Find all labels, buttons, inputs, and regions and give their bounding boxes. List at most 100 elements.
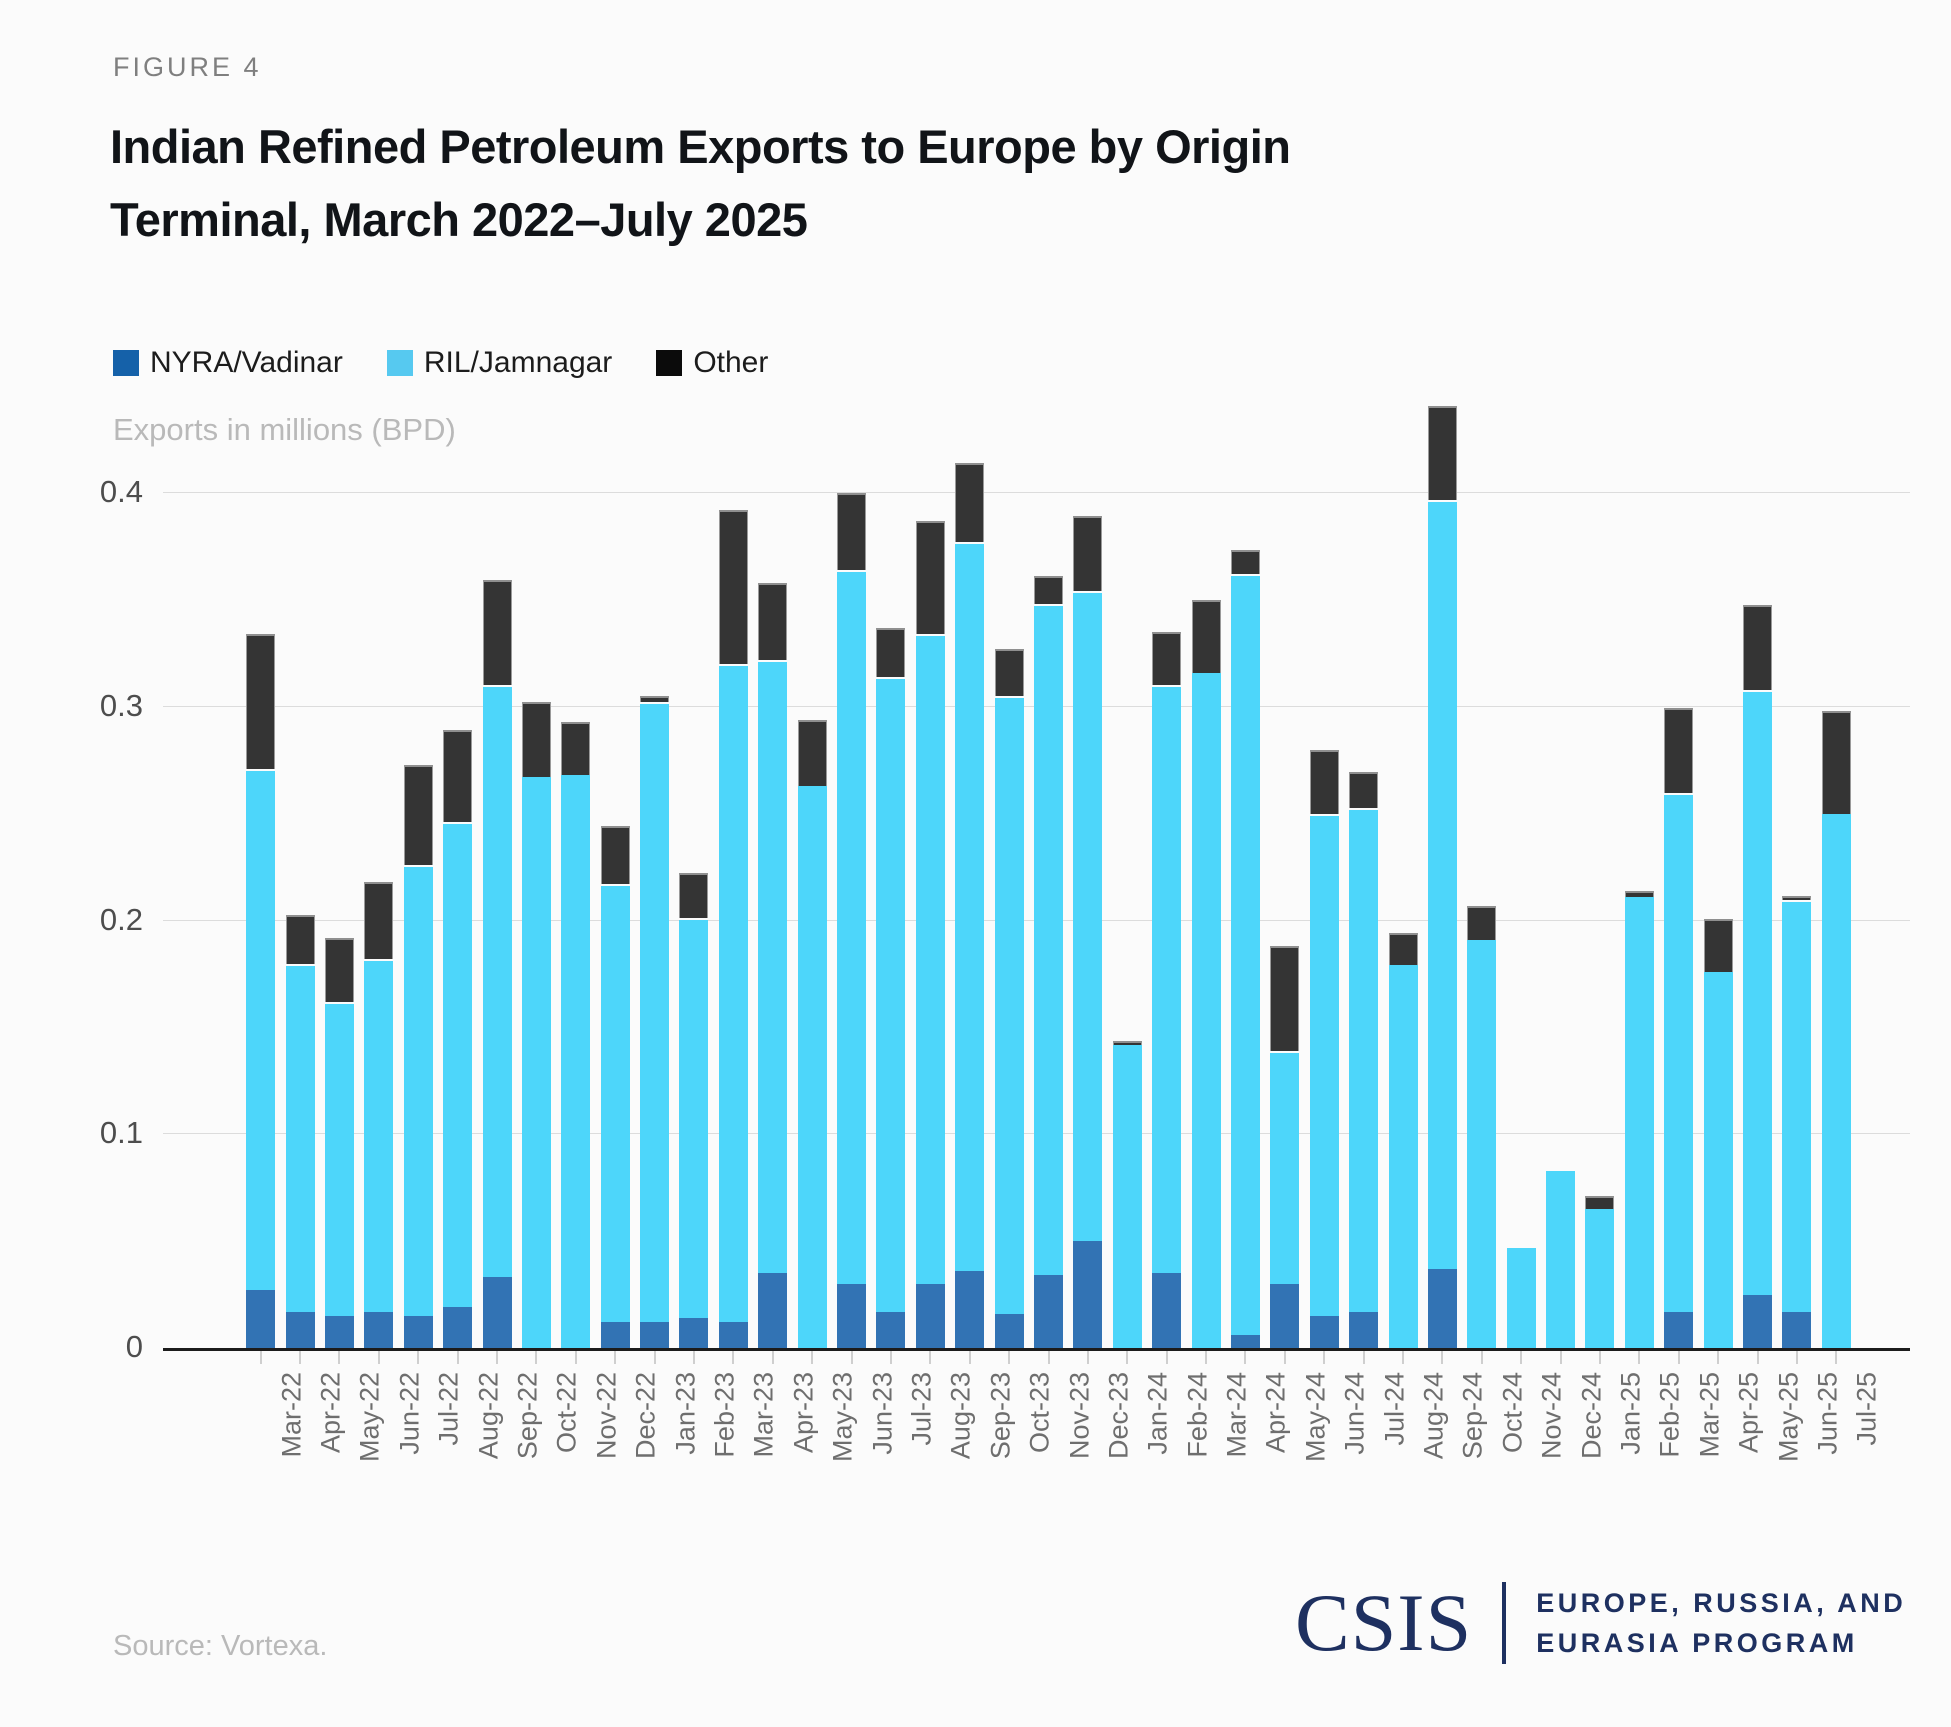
bar-slot-jan-24: Jan-24 [1108,365,1173,1455]
legend-swatch-icon [656,350,683,376]
legend-label: NYRA/Vadinar [150,346,343,379]
segment-nyra-vadinar [1309,1316,1339,1348]
x-axis-tick [653,1351,656,1364]
segment-nyra-vadinar [1349,1312,1379,1348]
segment-nyra-vadinar [1427,1269,1457,1348]
x-axis-label-nov-22: Nov-22 [591,1372,622,1460]
x-axis-tick [1559,1351,1562,1364]
segment-other [797,720,827,786]
segment-other [837,493,867,570]
x-axis-label-sep-23: Sep-23 [985,1372,1016,1460]
segment-ril-jamnagar [521,777,551,1348]
segment-ril-jamnagar [1703,972,1733,1348]
segment-ril-jamnagar [1821,814,1851,1348]
stacked-bar-aug-23 [915,521,945,1348]
x-axis-label-dec-24: Dec-24 [1576,1372,1607,1460]
bar-slot-aug-24: Aug-24 [1383,365,1449,1459]
segment-ril-jamnagar [640,702,670,1322]
bar-slot-mar-24: Mar-24 [1186,365,1252,1458]
x-axis-tick [417,1351,420,1364]
stacked-bar-may-23 [797,720,827,1348]
segment-ril-jamnagar [718,664,748,1322]
x-axis-label-jun-24: Jun-24 [1339,1372,1370,1455]
y-axis-tick-label: 0.1 [99,1115,143,1151]
y-axis-tick-label: 0 [125,1329,143,1364]
bar-slot-sep-22: Sep-22 [477,365,543,1459]
x-axis-label-sep-24: Sep-24 [1457,1372,1488,1460]
x-axis-tick [1008,1351,1011,1364]
stacked-bar-jun-25 [1782,896,1812,1348]
program-line-2: EURASIA PROGRAM [1536,1628,1858,1658]
x-axis-label-feb-23: Feb-23 [709,1372,740,1458]
stacked-bar-apr-22 [285,915,315,1348]
x-axis-tick [1638,1351,1641,1364]
bar-slot-mar-25: Mar-25 [1659,365,1724,1458]
x-axis-label-mar-25: Mar-25 [1694,1372,1725,1458]
bar-slot-dec-22: Dec-22 [596,365,661,1459]
legend-swatch-icon [113,350,139,376]
segment-nyra-vadinar [1073,1241,1103,1348]
segment-nyra-vadinar [482,1277,512,1348]
stacked-bar-mar-25 [1664,708,1694,1348]
stacked-bar-apr-23 [758,583,788,1348]
segment-other [1388,933,1418,965]
y-axis-title: Exports in millions (BPD) [113,412,456,447]
stacked-bar-jul-23 [876,628,906,1348]
segment-nyra-vadinar [994,1314,1024,1348]
segment-ril-jamnagar [797,786,827,1348]
bar-slot-jun-25: Jun-25 [1777,365,1842,1455]
segment-ril-jamnagar [1388,965,1418,1348]
stacked-bar-apr-24 [1230,550,1260,1348]
segment-other [1191,600,1221,673]
segment-ril-jamnagar [561,775,591,1348]
program-line-1: EUROPE, RUSSIA, AND [1536,1588,1907,1618]
legend-item-other: Other [656,346,768,380]
figure-kicker: FIGURE 4 [113,52,262,82]
bar-slot-jul-24: Jul-24 [1344,365,1409,1446]
x-axis-tick [811,1351,814,1364]
stacked-bar-apr-25 [1703,919,1733,1348]
segment-other [1821,711,1851,814]
bar-slot-aug-22: Aug-22 [438,365,503,1459]
bar-slot-dec-23: Dec-23 [1068,365,1133,1459]
segment-other [1073,516,1103,591]
gridline-0.4 [163,492,1910,494]
x-axis-label-dec-22: Dec-22 [630,1372,661,1460]
segment-nyra-vadinar [837,1284,867,1348]
segment-other [561,722,591,775]
segment-nyra-vadinar [246,1290,276,1348]
x-axis-tick [1598,1351,1601,1364]
segment-ril-jamnagar [443,822,473,1307]
stacked-bar-may-22 [324,938,354,1348]
segment-other [600,826,630,884]
y-axis-tick-label: 0.3 [99,687,143,723]
bars-container: Mar-22 Apr-22 May-22 Jun-22 Jul-22 Aug-22 Sep-… [241,365,1882,1462]
bar-slot-feb-23: Feb-23 [674,365,739,1458]
bar-slot-oct-22: Oct-22 [517,365,582,1453]
y-axis-tick-label: 0.2 [99,901,143,937]
x-axis-label-apr-23: Apr-23 [788,1372,819,1454]
x-axis-label-jan-25: Jan-25 [1615,1372,1646,1455]
x-axis-tick [1835,1351,1838,1364]
segment-nyra-vadinar [955,1271,985,1348]
segment-ril-jamnagar [876,677,906,1312]
segment-other [758,583,788,660]
stacked-bar-aug-24 [1388,933,1418,1348]
stacked-bar-dec-23 [1073,516,1103,1348]
segment-ril-jamnagar [403,865,433,1316]
stacked-bar-jan-23 [640,696,670,1348]
stacked-bar-sep-24 [1427,406,1457,1348]
x-axis-tick [692,1351,695,1364]
bar-slot-apr-22: Apr-22 [280,365,346,1453]
stacked-bar-sep-22 [482,580,512,1348]
bar-slot-jun-24: Jun-24 [1305,365,1370,1455]
segment-nyra-vadinar [876,1312,906,1348]
x-axis-tick [968,1351,971,1364]
chart-plot-area: 0 0.1 0.2 0.3 0.4 Mar-22 Apr-22 May-22 Jun-22 Jul… [100,365,1910,1462]
x-axis-label-mar-24: Mar-24 [1221,1372,1252,1458]
segment-ril-jamnagar [324,1002,354,1316]
x-axis-label-jan-23: Jan-23 [670,1372,701,1455]
segment-other [285,915,315,964]
stacked-bar-mar-22 [246,634,276,1348]
segment-other [1349,772,1379,808]
